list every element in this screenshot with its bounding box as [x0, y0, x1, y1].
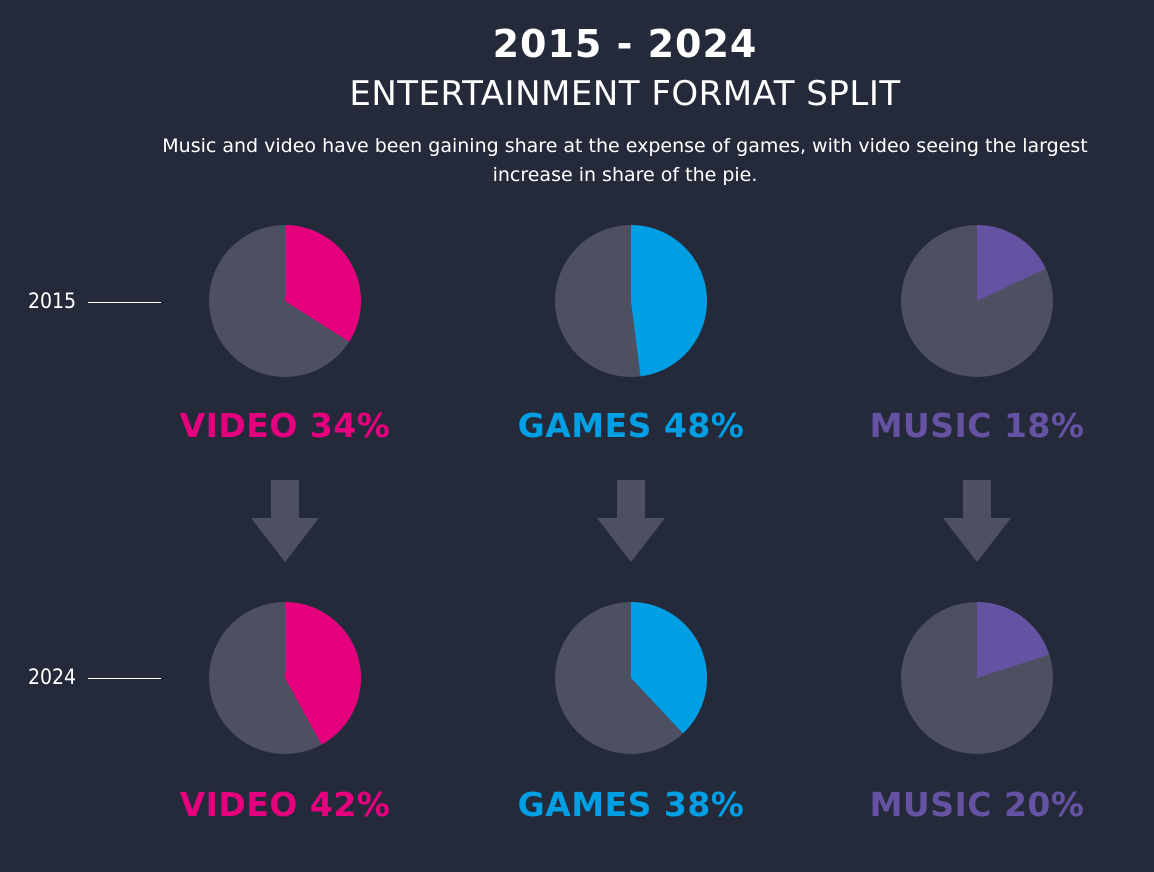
row-divider-2024 [88, 678, 161, 679]
arrow-down-icon [251, 480, 319, 562]
row-label-2015: 2015 [28, 289, 77, 313]
label-games-2015: GAMES 48% [517, 406, 745, 445]
subtitle: Music and video have been gaining share … [162, 135, 1088, 186]
label-games-2024: GAMES 38% [517, 785, 745, 824]
pie-slice-video [285, 602, 361, 745]
page-title: ENTERTAINMENT FORMAT SPLIT [349, 74, 901, 114]
arrow-down-icon [597, 480, 665, 562]
title-years: 2015 - 2024 [492, 22, 758, 66]
arrow-shape [597, 480, 665, 562]
arrow-shape [943, 480, 1011, 562]
label-video-2024: VIDEO 42% [179, 785, 391, 824]
pie-slice-video [285, 225, 361, 342]
arrow-shape [251, 480, 319, 562]
pie-games-2024 [555, 602, 708, 754]
pie-music-2015 [901, 225, 1053, 377]
pie-slice-games [631, 602, 708, 734]
row-divider-2015 [88, 302, 161, 303]
label-music-2015: MUSIC 18% [869, 406, 1085, 445]
pie-video-2024 [209, 602, 361, 754]
pie-video-2015 [209, 225, 361, 377]
row-label-2024: 2024 [28, 665, 77, 689]
label-video-2015: VIDEO 34% [179, 406, 391, 445]
pie-music-2024 [901, 602, 1053, 754]
pie-slice-music [977, 225, 1046, 301]
pie-slice-games [631, 225, 707, 377]
pie-games-2015 [555, 225, 707, 377]
label-music-2024: MUSIC 20% [869, 785, 1085, 824]
arrow-down-icon [943, 480, 1011, 562]
pie-slice-music [977, 602, 1050, 678]
